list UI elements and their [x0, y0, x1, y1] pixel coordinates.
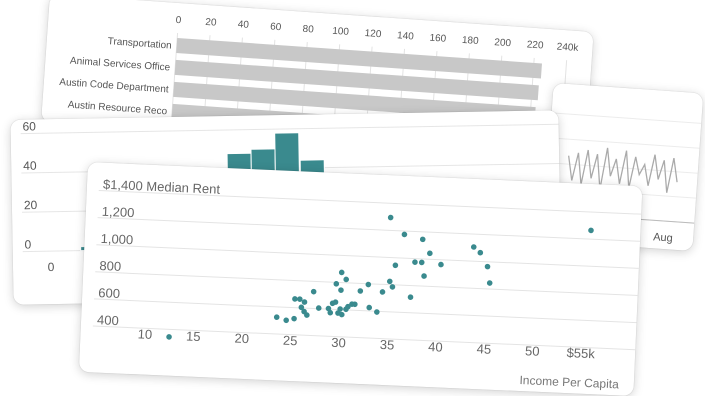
category-label: Animal Services Office	[70, 56, 171, 74]
scatter-point	[166, 334, 172, 340]
x-tick-label: 180	[462, 35, 480, 47]
y-gridline	[549, 137, 700, 149]
scatter-point	[366, 304, 373, 311]
y-tick-label: 400	[97, 312, 119, 328]
x-tick-label: 40	[237, 19, 249, 31]
scatter-point	[438, 261, 444, 268]
scatter-point	[392, 262, 399, 269]
y-tick-label: 0	[24, 237, 31, 251]
scatter-point	[357, 288, 364, 294]
scatter-point	[387, 214, 394, 221]
scatter-point	[470, 244, 477, 250]
scatter-point	[283, 317, 289, 324]
scatter-point	[386, 278, 393, 285]
x-tick-label: 25	[283, 333, 298, 349]
scatter-point	[407, 294, 414, 300]
y-gridline	[98, 189, 642, 215]
x-tick-label: 20	[234, 331, 249, 347]
scatter-point	[292, 296, 298, 302]
y-tick-label: 1,000	[100, 231, 133, 247]
scatter-point	[310, 288, 317, 295]
x-tick-label: 140	[397, 30, 415, 42]
x-tick-label: 0	[48, 260, 55, 274]
scatter-point	[588, 227, 594, 234]
scatter-point	[301, 299, 308, 305]
scatter-point	[273, 314, 280, 320]
scatter-point	[343, 276, 350, 283]
scatter-point	[419, 236, 426, 243]
scatter-point	[304, 312, 310, 318]
y-gridline	[97, 217, 641, 242]
scatter-point	[484, 263, 491, 270]
x-tick-label: 40	[428, 339, 443, 355]
scatter-point	[333, 281, 340, 287]
x-tick-label: 160	[429, 33, 447, 45]
x-tick-label: 60	[270, 21, 282, 33]
y-gridline	[92, 325, 636, 351]
scatter-point	[345, 303, 351, 310]
x-tick-label: 120	[364, 28, 382, 40]
scatter-point	[332, 299, 339, 305]
y-gridline	[96, 244, 639, 269]
x-axis-title: Income Per Capita	[519, 373, 619, 391]
y-tick-label: 800	[99, 258, 121, 274]
x-tick-label: $55k	[566, 345, 595, 361]
scatter-point	[298, 304, 305, 311]
series-line	[568, 147, 678, 193]
category-label: Transportation	[107, 36, 172, 51]
y-tick-label: 60	[22, 119, 36, 133]
scatter-point	[338, 269, 345, 276]
x-tick-label: 35	[379, 337, 394, 353]
scatter-point	[297, 296, 303, 302]
scatter-point	[418, 259, 425, 266]
x-tick-label: 30	[331, 335, 346, 351]
x-tick-label: 200	[494, 37, 512, 49]
bar	[174, 59, 539, 101]
y-tick-label: 600	[98, 285, 120, 301]
x-tick-label: 240k	[556, 41, 579, 54]
scatter-point	[365, 281, 372, 288]
scatter-chart: $1,400 Median Rent Income Per Capita 1,2…	[92, 177, 642, 391]
scatter-point	[427, 250, 433, 257]
x-tick-label: 80	[302, 24, 314, 36]
bar	[176, 37, 542, 79]
y-tick-label: 20	[24, 198, 38, 212]
scatter-point	[374, 309, 380, 315]
category-label: Austin Resource Reco	[67, 100, 167, 118]
scatter-point	[401, 231, 408, 238]
scatter-chart-card: $1,400 Median Rent Income Per Capita 1,2…	[78, 162, 643, 396]
scatter-point	[352, 301, 358, 308]
scatter-point	[486, 280, 493, 286]
x-tick-label: 20	[205, 17, 217, 29]
y-gridline	[551, 112, 702, 124]
x-tick-label: 220	[526, 39, 544, 51]
category-label: Austin Code Department	[59, 77, 169, 96]
x-tick-label: Aug	[653, 231, 673, 244]
y-gridline	[94, 298, 637, 324]
y-tick-label: 1,200	[102, 204, 135, 220]
x-tick-label: 45	[476, 341, 491, 357]
scatter-point	[412, 259, 418, 265]
y-tick-label: 40	[23, 159, 37, 173]
y-gridline	[20, 123, 559, 135]
x-tick-label: 10	[137, 326, 152, 342]
x-tick-label: 100	[332, 26, 350, 38]
scatter-point	[421, 273, 427, 279]
x-tick-label: 15	[186, 328, 201, 344]
scatter-point	[477, 249, 484, 256]
scatter-point	[379, 289, 386, 295]
x-tick-label: 0	[175, 15, 182, 26]
x-tick-label: 50	[525, 343, 540, 359]
scatter-point	[315, 305, 322, 311]
scatter-point	[327, 309, 334, 316]
scatter-point	[338, 311, 345, 318]
scatter-point	[325, 305, 332, 312]
scatter-point	[337, 306, 343, 312]
scatter-point	[291, 315, 297, 322]
y-axis-title: $1,400 Median Rent	[103, 177, 221, 197]
scatter-point	[389, 284, 396, 290]
scatter-point	[338, 287, 344, 293]
